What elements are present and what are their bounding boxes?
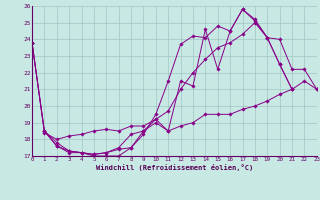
X-axis label: Windchill (Refroidissement éolien,°C): Windchill (Refroidissement éolien,°C) (96, 164, 253, 171)
